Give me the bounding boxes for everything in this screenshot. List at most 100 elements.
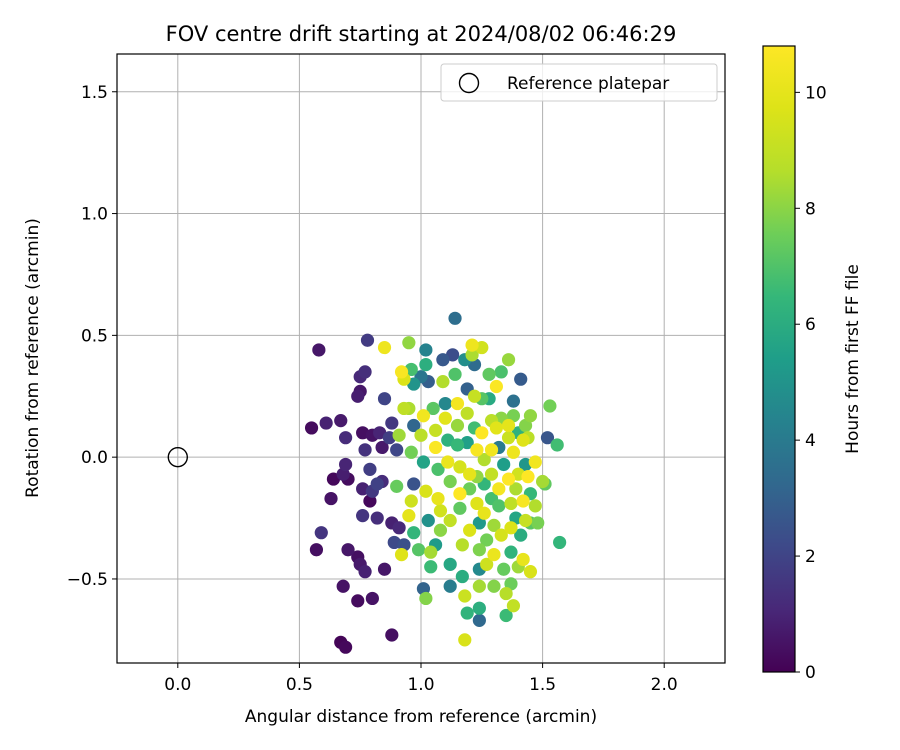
scatter-point: [390, 479, 404, 493]
scatter-point: [497, 457, 511, 472]
scatter-point: [523, 565, 538, 579]
y-axis-label: Rotation from reference (arcmin): [23, 218, 43, 498]
scatter-point: [438, 396, 452, 411]
scatter-point: [475, 426, 489, 440]
scatter-point: [431, 491, 445, 506]
x-tick-label: 2.0: [651, 675, 678, 695]
scatter-point: [506, 599, 521, 613]
scatter-point: [377, 340, 392, 355]
scatter-point: [528, 455, 542, 469]
scatter-point: [356, 509, 370, 523]
scatter-point: [506, 409, 521, 423]
scatter-point: [494, 528, 508, 542]
scatter-points: [304, 311, 567, 654]
scatter-point: [404, 445, 418, 459]
scatter-point: [441, 455, 455, 469]
scatter-point: [528, 499, 542, 513]
scatter-point: [499, 608, 513, 623]
y-tick-label: −0.5: [67, 570, 108, 590]
scatter-point: [492, 482, 506, 496]
scatter-point: [390, 443, 404, 457]
scatter-point: [441, 433, 455, 447]
legend-entry-reference: Reference platepar: [507, 74, 669, 94]
scatter-point: [341, 543, 355, 557]
scatter-point: [453, 501, 467, 515]
scatter-point: [516, 494, 530, 508]
scatter-point: [450, 418, 465, 433]
y-tick-label: 1.5: [81, 83, 108, 103]
scatter-point: [472, 579, 486, 593]
scatter-point: [458, 589, 472, 603]
scatter-point: [480, 533, 494, 547]
scatter-point: [477, 452, 491, 467]
scatter-point: [484, 443, 499, 457]
scatter-point: [458, 633, 472, 647]
scatter-point: [407, 477, 421, 491]
scatter-point: [324, 491, 338, 506]
scatter-point: [504, 521, 518, 535]
scatter-point: [385, 628, 399, 642]
scatter-point: [377, 392, 392, 406]
scatter-point: [394, 547, 409, 562]
scatter-point: [314, 526, 328, 540]
scatter-point: [360, 333, 375, 347]
scatter-point: [550, 438, 564, 452]
scatter-point: [484, 467, 499, 481]
scatter-point: [334, 414, 348, 428]
scatter-point: [358, 565, 372, 579]
scatter-point: [339, 431, 353, 445]
scatter-point: [453, 487, 467, 501]
scatter-point: [489, 379, 503, 394]
scatter-point: [370, 511, 384, 525]
scatter-point: [487, 579, 501, 593]
scatter-point: [394, 365, 409, 379]
scatter-point: [504, 577, 518, 591]
scatter-point: [433, 523, 448, 537]
y-tick-label: 0.5: [81, 326, 108, 346]
scatter-point: [419, 343, 433, 357]
scatter-point: [463, 467, 477, 481]
scatter-point: [501, 472, 516, 486]
scatter-point: [472, 613, 486, 627]
scatter-point: [424, 545, 438, 559]
scatter-point: [392, 428, 406, 442]
scatter-point: [358, 365, 372, 379]
scatter-point: [470, 496, 484, 511]
scatter-point: [373, 426, 387, 440]
scatter-point: [487, 547, 501, 562]
scatter-point: [472, 543, 486, 557]
scatter-point: [365, 591, 379, 606]
scatter-point: [416, 409, 431, 423]
scatter-point: [438, 411, 452, 425]
scatter-point: [431, 462, 445, 476]
scatter-point: [428, 423, 443, 437]
scatter-point: [497, 562, 511, 576]
scatter-point: [506, 445, 521, 459]
scatter-point: [436, 353, 450, 367]
scatter-point: [448, 367, 462, 381]
scatter-point: [453, 460, 467, 474]
scatter-point: [426, 401, 440, 416]
scatter-point: [514, 528, 528, 542]
scatter-point: [312, 343, 326, 357]
legend: Reference platepar: [440, 63, 718, 102]
colorbar-ticks: 0 2 4 6 8 10: [795, 83, 827, 683]
x-tick-label: 1.0: [407, 675, 434, 695]
scatter-point: [543, 399, 557, 413]
scatter-point: [501, 418, 516, 433]
plot-area: [116, 53, 726, 664]
scatter-point: [487, 518, 501, 532]
scatter-point: [419, 357, 433, 372]
scatter-point: [443, 474, 457, 489]
scatter-point: [482, 367, 496, 381]
scatter-point: [407, 418, 421, 433]
legend-box: [440, 63, 718, 102]
scatter-point: [402, 336, 416, 350]
colorbar: 0 2 4 6 8 10 Hours from first FF file: [762, 45, 863, 683]
scatter-point: [375, 440, 389, 455]
y-axis: −0.5 0.0 0.5 1.0 1.5: [67, 83, 117, 590]
scatter-point: [536, 474, 550, 489]
scatter-point: [392, 521, 406, 535]
scatter-point: [501, 353, 516, 367]
scatter-point: [516, 433, 530, 447]
